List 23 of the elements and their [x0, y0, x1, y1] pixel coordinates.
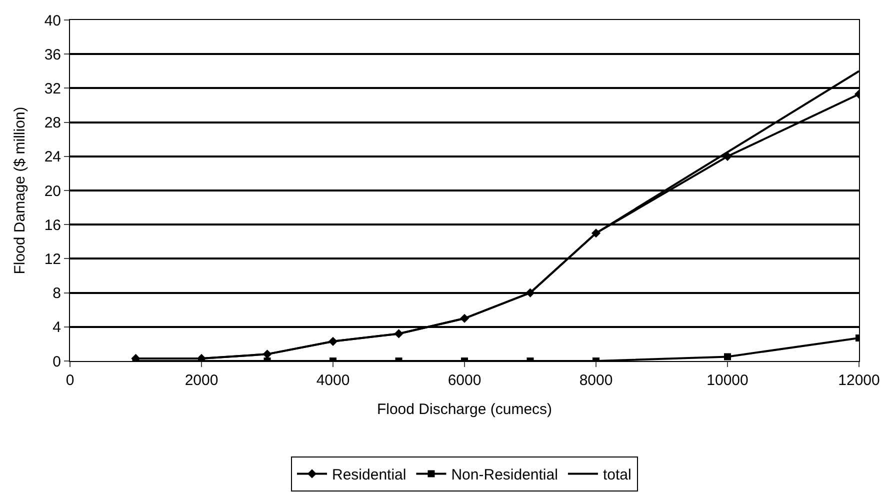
x-tick-label: 2000 — [184, 372, 218, 389]
y-tick-label: 28 — [44, 114, 61, 132]
x-tick-label: 8000 — [579, 372, 613, 389]
x-tick-label: 4000 — [316, 372, 350, 389]
legend-label: Residential — [332, 466, 406, 484]
y-tick-label: 36 — [44, 46, 61, 64]
y-tick-label: 12 — [44, 250, 61, 268]
legend-label: total — [602, 466, 632, 484]
x-tick-label: 0 — [66, 372, 74, 389]
y-axis-title: Flood Damage ($ million) — [12, 106, 29, 274]
y-tick-label: 20 — [44, 182, 61, 200]
y-tick-label: 40 — [44, 12, 61, 30]
y-tick-label: 0 — [52, 353, 61, 370]
y-tick-label: 4 — [52, 319, 61, 336]
x-tick-label: 6000 — [448, 372, 482, 389]
legend-label: Non-Residential — [451, 466, 558, 484]
x-tick-label: 10000 — [706, 372, 748, 389]
x-axis-title: Flood Discharge (cumecs) — [376, 401, 552, 418]
x-tick-label: 12000 — [838, 372, 880, 389]
y-tick-label: 8 — [52, 285, 61, 302]
y-tick-label: 24 — [44, 148, 61, 166]
y-tick-label: 16 — [44, 216, 61, 234]
y-tick-label: 32 — [44, 80, 61, 98]
